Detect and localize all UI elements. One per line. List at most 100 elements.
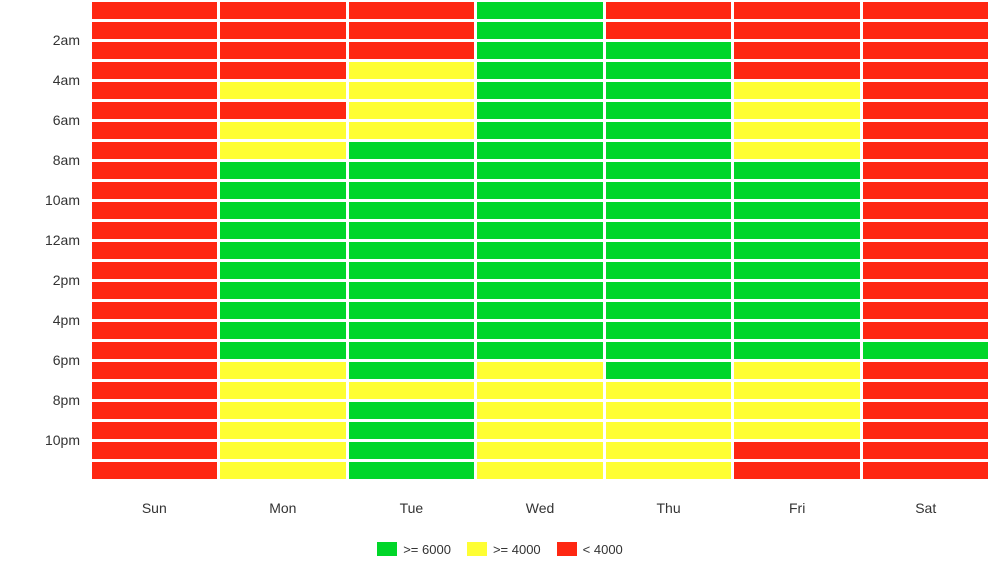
heatmap-cell-fill <box>606 22 732 39</box>
heatmap-cell-fill <box>606 282 732 299</box>
heatmap-cell <box>347 0 476 20</box>
heatmap-cell-fill <box>220 302 346 319</box>
legend-label: >= 4000 <box>493 542 541 557</box>
heatmap-cell <box>476 160 605 180</box>
heatmap-cell <box>90 160 219 180</box>
heatmap-cell <box>476 180 605 200</box>
heatmap-cell-fill <box>349 382 475 399</box>
heatmap-cell-fill <box>606 162 732 179</box>
heatmap-cell-fill <box>863 102 989 119</box>
heatmap-cell-fill <box>349 142 475 159</box>
heatmap-cell <box>90 260 219 280</box>
heatmap-cell <box>90 320 219 340</box>
heatmap-cell-fill <box>734 362 860 379</box>
heatmap-cell-fill <box>92 442 218 459</box>
heatmap-cell-fill <box>349 102 475 119</box>
heatmap-cell-fill <box>349 282 475 299</box>
heatmap-cell <box>861 460 990 480</box>
heatmap-cell <box>347 380 476 400</box>
heatmap-cell-fill <box>606 222 732 239</box>
y-axis-tick-label: 6am <box>53 112 80 128</box>
heatmap-cell <box>219 20 348 40</box>
heatmap-cell <box>476 20 605 40</box>
heatmap-cell <box>476 280 605 300</box>
heatmap-cell <box>90 20 219 40</box>
heatmap-cell-fill <box>477 342 603 359</box>
heatmap-cell <box>733 340 862 360</box>
y-axis-labels: 2am4am6am8am10am12am2pm4pm6pm8pm10pm <box>0 0 90 480</box>
heatmap-cell-fill <box>349 442 475 459</box>
heatmap-cell-fill <box>220 62 346 79</box>
heatmap-cell-fill <box>734 462 860 479</box>
heatmap-cell <box>476 60 605 80</box>
heatmap-cell <box>733 300 862 320</box>
heatmap-cell <box>861 260 990 280</box>
heatmap-cell-fill <box>734 22 860 39</box>
heatmap-cell-fill <box>606 322 732 339</box>
heatmap-cell-fill <box>606 242 732 259</box>
heatmap-cell <box>219 180 348 200</box>
heatmap-cell-fill <box>734 122 860 139</box>
heatmap-cell-fill <box>734 162 860 179</box>
heatmap-cell-fill <box>349 322 475 339</box>
heatmap-cell-fill <box>92 162 218 179</box>
heatmap-cell <box>733 80 862 100</box>
heatmap-cell-fill <box>349 242 475 259</box>
heatmap-cell-fill <box>863 82 989 99</box>
heatmap-cell-fill <box>349 262 475 279</box>
heatmap-cell-fill <box>477 102 603 119</box>
heatmap-cell-fill <box>734 282 860 299</box>
heatmap-cell-fill <box>477 222 603 239</box>
heatmap-cell <box>604 240 733 260</box>
heatmap-cell <box>604 400 733 420</box>
heatmap-cell <box>90 60 219 80</box>
heatmap-cell <box>604 100 733 120</box>
heatmap-cell <box>476 260 605 280</box>
heatmap-cell-fill <box>606 382 732 399</box>
heatmap-cell-fill <box>734 222 860 239</box>
heatmap-cell-fill <box>477 202 603 219</box>
heatmap-cell-fill <box>606 102 732 119</box>
heatmap-cell <box>733 40 862 60</box>
heatmap-cell-fill <box>863 2 989 19</box>
heatmap-cell-fill <box>863 462 989 479</box>
heatmap-cell-fill <box>220 162 346 179</box>
heatmap-cell-fill <box>863 62 989 79</box>
heatmap-cell <box>90 300 219 320</box>
heatmap-cell-fill <box>606 342 732 359</box>
heatmap-cell <box>861 340 990 360</box>
heatmap-cell <box>733 380 862 400</box>
heatmap-cell <box>219 280 348 300</box>
x-axis-tick-label: Thu <box>657 500 681 516</box>
y-axis-tick-label: 12am <box>45 232 80 248</box>
y-axis-tick-label: 8pm <box>53 392 80 408</box>
heatmap-cell <box>90 80 219 100</box>
heatmap-cell <box>476 460 605 480</box>
heatmap-cell-fill <box>863 202 989 219</box>
heatmap-cell <box>347 40 476 60</box>
y-axis-tick-label: 2pm <box>53 272 80 288</box>
heatmap-cell <box>347 340 476 360</box>
heatmap-column <box>347 0 476 480</box>
heatmap-cell <box>733 20 862 40</box>
heatmap-cell <box>219 360 348 380</box>
heatmap-cell-fill <box>349 222 475 239</box>
heatmap-cell <box>476 440 605 460</box>
heatmap-cell <box>90 460 219 480</box>
heatmap-cell <box>733 160 862 180</box>
heatmap-cell-fill <box>220 142 346 159</box>
heatmap-cell-fill <box>477 22 603 39</box>
heatmap-cell <box>604 140 733 160</box>
heatmap-cell <box>347 400 476 420</box>
heatmap-cell-fill <box>349 182 475 199</box>
x-axis-tick-label: Tue <box>400 500 424 516</box>
legend-item: >= 6000 <box>377 541 451 557</box>
y-axis-tick-label: 6pm <box>53 352 80 368</box>
heatmap-cell <box>90 280 219 300</box>
heatmap-cell <box>90 220 219 240</box>
heatmap-cell <box>604 120 733 140</box>
legend-swatch <box>377 542 397 556</box>
heatmap-cell-fill <box>863 322 989 339</box>
heatmap-cell-fill <box>606 302 732 319</box>
heatmap-cell-fill <box>349 422 475 439</box>
